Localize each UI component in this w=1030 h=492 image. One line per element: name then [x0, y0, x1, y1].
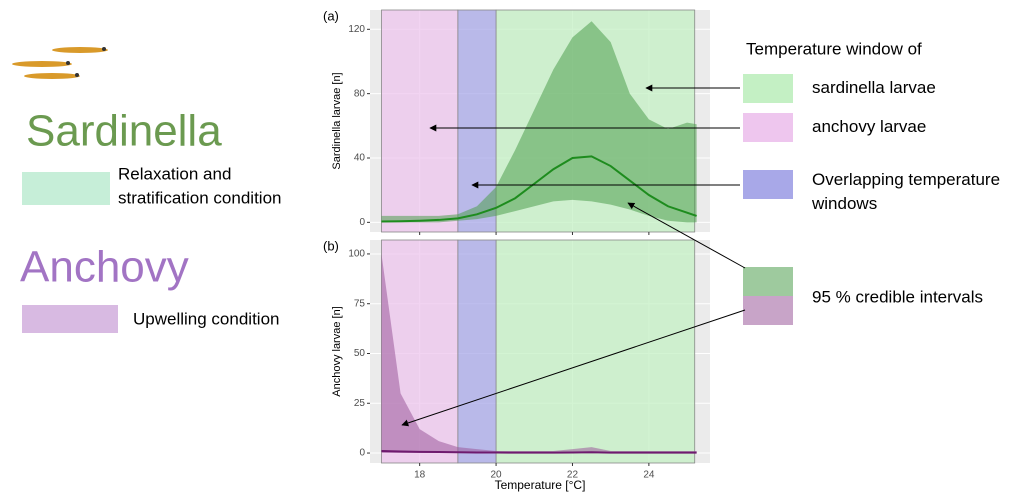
species-title: Anchovy — [20, 243, 189, 292]
species-title: Sardinella — [26, 107, 222, 156]
credible-band — [381, 253, 697, 454]
legend-label: windows — [811, 194, 877, 213]
x-tick-label: 18 — [414, 470, 426, 481]
x-tick-label: 24 — [643, 470, 655, 481]
legend-swatch — [743, 170, 793, 199]
temperature-window — [457, 239, 497, 464]
legend-label: anchovy larvae — [812, 117, 926, 136]
panel-label: (b) — [323, 238, 339, 253]
legend-swatch — [743, 267, 793, 296]
x-tick-label: 20 — [491, 470, 503, 481]
arrows — [401, 84, 746, 427]
condition-box — [22, 172, 110, 205]
legend-label: 95 % credible intervals — [812, 287, 983, 306]
y-tick-label: 50 — [354, 348, 366, 359]
x-axis-label: Temperature [°C] — [495, 478, 586, 492]
y-tick-label: 0 — [359, 217, 365, 228]
condition-label: Upwelling condition — [133, 309, 279, 328]
fish-icons — [12, 47, 108, 79]
legend-swatch — [743, 74, 793, 103]
panel-label: (a) — [323, 8, 339, 23]
y-axis-label: Anchovy larvae [n] — [331, 306, 343, 397]
x-tick-label: 22 — [567, 470, 579, 481]
legend-title: Temperature window of — [746, 39, 922, 58]
legend-label: Overlapping temperature — [812, 170, 1000, 189]
y-tick-label: 80 — [354, 88, 366, 99]
mean-line — [381, 155, 697, 223]
condition-label: stratification condition — [118, 188, 281, 207]
legend-swatch — [743, 296, 793, 325]
y-tick-label: 40 — [354, 153, 366, 164]
legend-label: sardinella larvae — [812, 78, 936, 97]
temperature-window — [381, 9, 459, 233]
y-tick-label: 25 — [354, 398, 366, 409]
legend-swatch — [743, 113, 793, 142]
y-tick-label: 0 — [359, 448, 365, 459]
y-tick-label: 120 — [348, 24, 365, 35]
temperature-window — [495, 239, 696, 464]
y-tick-label: 100 — [348, 249, 365, 260]
condition-label: Relaxation and — [118, 164, 231, 183]
mean-line — [381, 450, 697, 454]
y-tick-label: 75 — [354, 298, 366, 309]
condition-box — [22, 305, 118, 333]
y-axis-label: Sardinella larvae [n] — [331, 72, 343, 169]
